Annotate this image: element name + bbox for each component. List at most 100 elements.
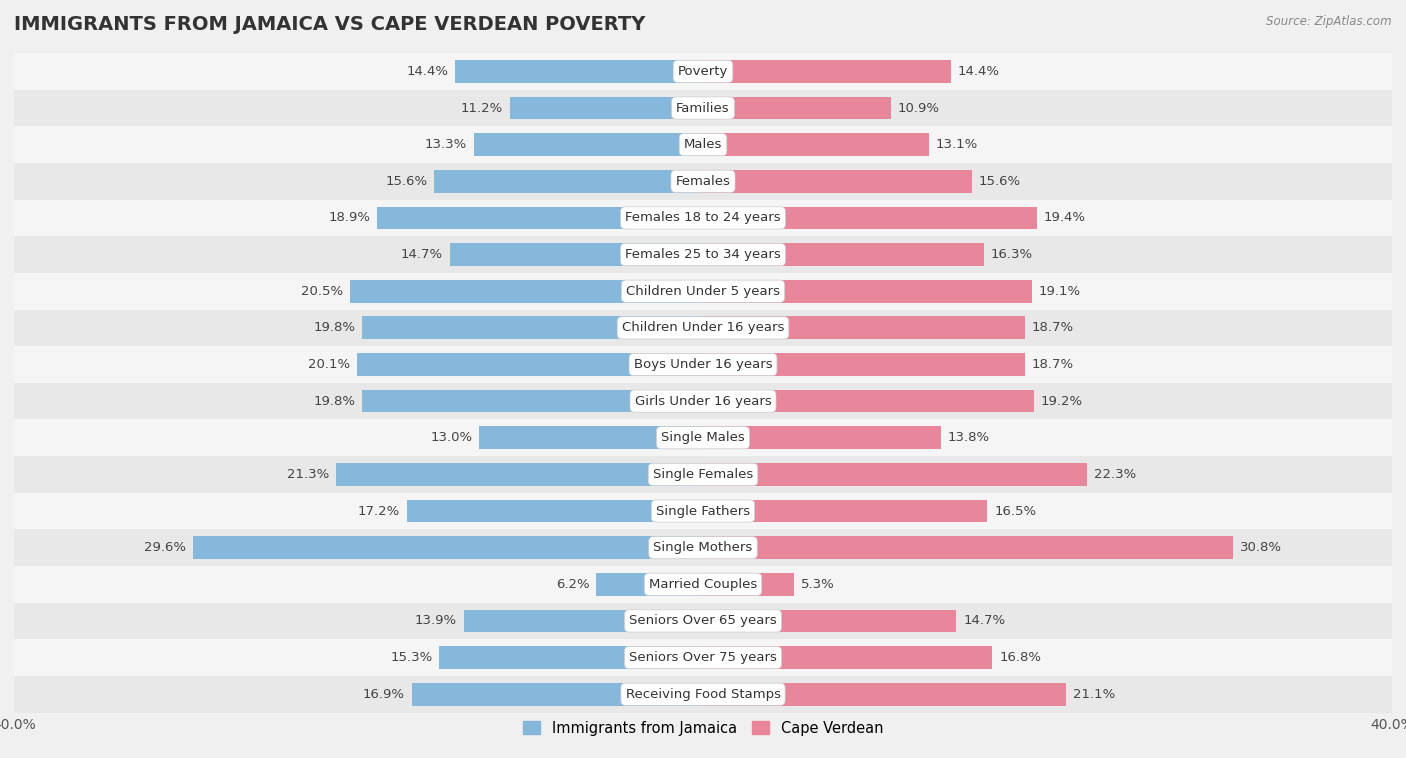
Bar	[464, 609, 703, 632]
Text: 18.7%: 18.7%	[1032, 358, 1074, 371]
Text: Single Fathers: Single Fathers	[657, 505, 749, 518]
Text: 10.9%: 10.9%	[897, 102, 939, 114]
Bar	[703, 500, 987, 522]
Bar	[703, 463, 1087, 486]
Bar	[703, 537, 1233, 559]
Text: 15.6%: 15.6%	[979, 175, 1021, 188]
Text: 14.7%: 14.7%	[401, 248, 443, 261]
Bar	[510, 97, 703, 119]
Bar	[703, 60, 950, 83]
Bar	[193, 537, 703, 559]
Bar	[412, 683, 703, 706]
Text: Children Under 16 years: Children Under 16 years	[621, 321, 785, 334]
Bar	[14, 346, 1392, 383]
Text: Females 18 to 24 years: Females 18 to 24 years	[626, 211, 780, 224]
Bar	[14, 529, 1392, 566]
Bar	[14, 456, 1392, 493]
Legend: Immigrants from Jamaica, Cape Verdean: Immigrants from Jamaica, Cape Verdean	[517, 715, 889, 741]
Text: Poverty: Poverty	[678, 65, 728, 78]
Text: 29.6%: 29.6%	[145, 541, 186, 554]
Text: 16.3%: 16.3%	[991, 248, 1033, 261]
Text: 19.8%: 19.8%	[314, 321, 356, 334]
Text: 19.4%: 19.4%	[1045, 211, 1085, 224]
Text: 20.5%: 20.5%	[301, 285, 343, 298]
Bar	[703, 353, 1025, 376]
Text: IMMIGRANTS FROM JAMAICA VS CAPE VERDEAN POVERTY: IMMIGRANTS FROM JAMAICA VS CAPE VERDEAN …	[14, 15, 645, 34]
Text: Receiving Food Stamps: Receiving Food Stamps	[626, 688, 780, 700]
Bar	[703, 243, 984, 266]
Bar	[14, 273, 1392, 309]
Text: Source: ZipAtlas.com: Source: ZipAtlas.com	[1267, 15, 1392, 28]
Bar	[703, 390, 1033, 412]
Text: Females 25 to 34 years: Females 25 to 34 years	[626, 248, 780, 261]
Text: Single Males: Single Males	[661, 431, 745, 444]
Text: 15.6%: 15.6%	[385, 175, 427, 188]
Text: 22.3%: 22.3%	[1094, 468, 1136, 481]
Text: 21.3%: 21.3%	[287, 468, 329, 481]
Bar	[596, 573, 703, 596]
Bar	[14, 163, 1392, 199]
Text: Seniors Over 75 years: Seniors Over 75 years	[628, 651, 778, 664]
Bar	[703, 133, 928, 156]
Bar	[357, 353, 703, 376]
Bar	[456, 60, 703, 83]
Bar	[361, 317, 703, 339]
Text: 13.9%: 13.9%	[415, 615, 457, 628]
Bar	[479, 427, 703, 449]
Text: Single Females: Single Females	[652, 468, 754, 481]
Bar	[14, 127, 1392, 163]
Text: 17.2%: 17.2%	[357, 505, 399, 518]
Bar	[406, 500, 703, 522]
Text: Single Mothers: Single Mothers	[654, 541, 752, 554]
Text: 13.0%: 13.0%	[430, 431, 472, 444]
Bar	[703, 317, 1025, 339]
Bar	[440, 647, 703, 669]
Text: 16.5%: 16.5%	[994, 505, 1036, 518]
Text: 16.9%: 16.9%	[363, 688, 405, 700]
Bar	[14, 566, 1392, 603]
Text: 19.8%: 19.8%	[314, 395, 356, 408]
Text: Boys Under 16 years: Boys Under 16 years	[634, 358, 772, 371]
Text: 6.2%: 6.2%	[555, 578, 589, 590]
Text: Males: Males	[683, 138, 723, 151]
Text: 18.9%: 18.9%	[329, 211, 371, 224]
Text: 14.7%: 14.7%	[963, 615, 1005, 628]
Bar	[703, 170, 972, 193]
Text: 18.7%: 18.7%	[1032, 321, 1074, 334]
Bar	[14, 676, 1392, 713]
Bar	[703, 207, 1038, 229]
Text: 16.8%: 16.8%	[1000, 651, 1042, 664]
Text: Seniors Over 65 years: Seniors Over 65 years	[628, 615, 778, 628]
Bar	[14, 53, 1392, 89]
Bar	[703, 573, 794, 596]
Text: 20.1%: 20.1%	[308, 358, 350, 371]
Bar	[14, 309, 1392, 346]
Bar	[361, 390, 703, 412]
Bar	[14, 383, 1392, 419]
Bar	[703, 97, 891, 119]
Text: 19.2%: 19.2%	[1040, 395, 1083, 408]
Text: 30.8%: 30.8%	[1240, 541, 1282, 554]
Bar	[14, 603, 1392, 639]
Text: 19.1%: 19.1%	[1039, 285, 1081, 298]
Text: 21.1%: 21.1%	[1073, 688, 1115, 700]
Text: Married Couples: Married Couples	[650, 578, 756, 590]
Bar	[474, 133, 703, 156]
Bar	[14, 236, 1392, 273]
Bar	[14, 639, 1392, 676]
Text: 14.4%: 14.4%	[957, 65, 1000, 78]
Bar	[703, 280, 1032, 302]
Bar	[350, 280, 703, 302]
Bar	[14, 419, 1392, 456]
Text: Females: Females	[675, 175, 731, 188]
Bar	[434, 170, 703, 193]
Bar	[377, 207, 703, 229]
Text: 14.4%: 14.4%	[406, 65, 449, 78]
Text: 13.3%: 13.3%	[425, 138, 467, 151]
Text: 15.3%: 15.3%	[391, 651, 433, 664]
Bar	[703, 683, 1066, 706]
Text: Girls Under 16 years: Girls Under 16 years	[634, 395, 772, 408]
Bar	[336, 463, 703, 486]
Bar	[14, 199, 1392, 236]
Bar	[14, 493, 1392, 529]
